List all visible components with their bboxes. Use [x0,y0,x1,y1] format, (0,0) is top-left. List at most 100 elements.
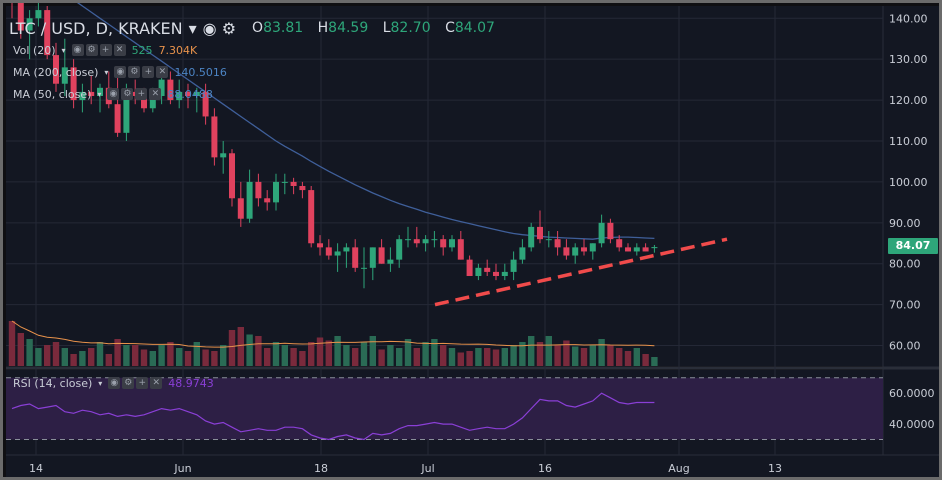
settings-icon[interactable]: ⚙ [85,44,98,56]
rsi-tick-label: 40.0000 [889,418,935,431]
vol-dropdown-icon[interactable]: ▾ [61,45,66,55]
symbol-title[interactable]: LTC / USD, D, KRAKEN [9,18,183,38]
volume-bar [70,354,77,366]
candle-body [545,239,552,241]
volume-bar [158,345,165,366]
candle-body [607,222,614,240]
ohlc-readout: O83.81 H84.59 L82.70 C84.07 [252,20,505,36]
candle-body [53,55,59,84]
candle-body [220,153,227,158]
add-icon[interactable]: + [142,66,155,78]
candle-body [581,247,587,252]
ma200-buttons: ◉ ⚙ + ✕ [114,66,169,78]
volume-bar [466,351,473,366]
eye-icon[interactable]: ◉ [107,88,120,100]
ma200-legend: MA (200, close) ▾ ◉ ⚙ + ✕ 140.5016 [13,64,227,80]
candle-body [352,247,359,268]
candle-body [528,226,535,248]
volume-bar [272,342,280,366]
volume-bar [149,351,156,366]
volume-bar [572,346,579,366]
eye-icon[interactable]: ◉ [108,377,121,389]
volume-bar [202,349,209,366]
time-tick-label: 14 [29,462,43,475]
candle-body [317,243,323,248]
volume-bar [448,348,456,366]
volume-bar [35,348,42,366]
candle-body [35,10,42,19]
volume-bar [316,337,324,366]
candle-body [299,186,306,191]
rsi-tick-label: 60.0000 [889,387,935,400]
vol-label[interactable]: Vol (20) [13,43,56,57]
volume-bar [325,340,332,366]
volume-bar [184,351,192,366]
chart-canvas[interactable]: 140.00 130.00 120.00 110.00 100.00 90.00 80.00… [3,3,939,477]
settings-icon[interactable]: ⚙ [121,88,134,100]
candle-body [405,239,411,241]
close-label: C [445,20,455,36]
candle-body [202,91,209,117]
volume-bar [475,348,482,366]
volume-bar [96,342,104,366]
candle-body [642,247,649,252]
rsi-dropdown-icon[interactable]: ▾ [98,378,103,388]
volume-bar [404,339,412,366]
candle-body [132,91,139,96]
settings-icon[interactable]: ⚙ [221,18,237,38]
price-tick-label: 100.00 [889,176,928,189]
open-label: O [252,20,264,36]
candle-body [211,116,218,158]
volume-bar [633,348,640,366]
candle-body [61,67,68,84]
eye-icon[interactable]: ◉ [71,44,84,56]
close-icon[interactable]: ✕ [150,377,163,389]
time-axis [6,455,939,477]
candle-body [475,267,482,276]
volume-bar [88,348,95,366]
candle-body [158,79,165,96]
volume-bar [413,348,420,366]
volume-bar [431,339,438,366]
close-icon[interactable]: ✕ [149,88,162,100]
volume-bar [624,351,632,366]
candle-body [26,18,33,31]
ma200-dropdown-icon[interactable]: ▾ [104,67,109,77]
candle-body [88,91,95,96]
ma50-label[interactable]: MA (50, close) [13,87,92,101]
time-tick-label: 16 [538,462,552,475]
eye-icon[interactable]: ◉ [114,66,127,78]
candle-body [589,243,596,252]
price-tick-label: 60.00 [889,340,921,353]
symbol-dropdown-icon[interactable]: ▾ [188,18,197,38]
close-icon[interactable]: ✕ [113,44,126,56]
ma200-label[interactable]: MA (200, close) [13,65,99,79]
add-icon[interactable]: + [136,377,149,389]
candle-body [501,271,508,276]
volume-bar [237,327,244,366]
volume-bar [228,330,236,366]
low-value: 82.70 [390,20,431,36]
volume-bar [167,342,174,366]
vol-value: 525 [131,43,153,57]
rsi-line [11,392,655,441]
volume-bar [114,339,121,366]
volume-bar [246,334,253,366]
candle-body [387,259,394,264]
settings-icon[interactable]: ⚙ [128,66,141,78]
candle-body [440,239,447,248]
settings-icon[interactable]: ⚙ [122,377,135,389]
volume-bar [387,345,394,366]
volume-bar [580,348,588,366]
price-tick-label: 80.00 [889,258,921,271]
volume-bar [105,354,112,366]
close-icon[interactable]: ✕ [156,66,169,78]
add-icon[interactable]: + [99,44,112,56]
candle-body [255,181,262,199]
volume-bar [563,340,570,366]
rsi-label[interactable]: RSI (14, close) [13,376,93,390]
volume-bar [545,336,552,366]
ma50-dropdown-icon[interactable]: ▾ [97,89,102,99]
add-icon[interactable]: + [135,88,148,100]
eye-icon[interactable]: ◉ [202,18,217,38]
